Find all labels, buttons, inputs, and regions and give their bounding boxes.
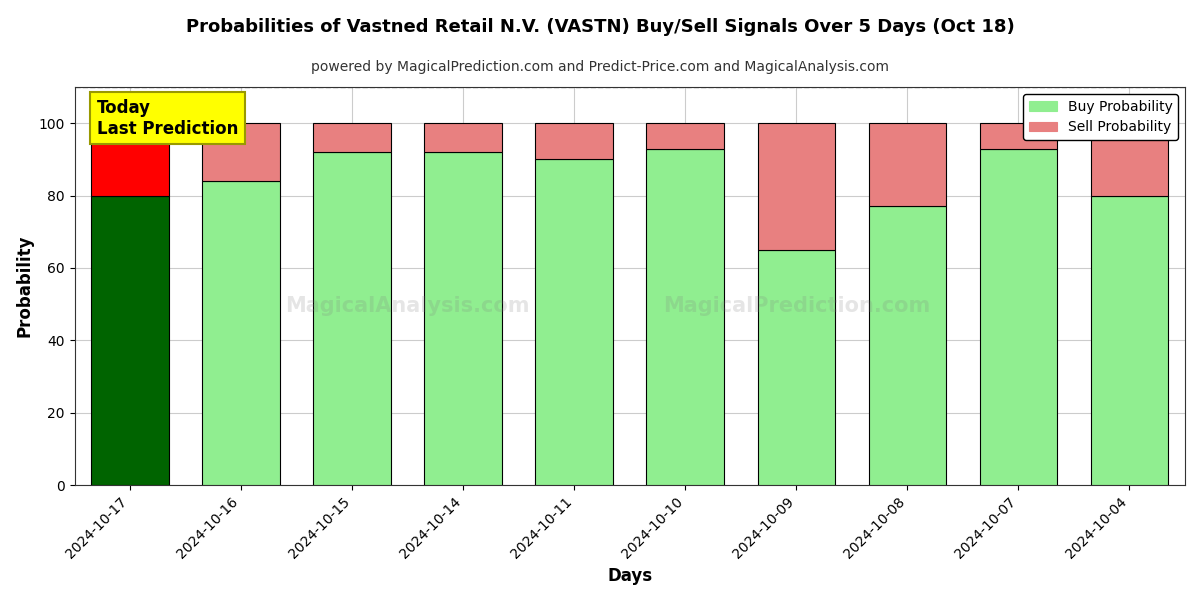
Bar xyxy=(535,160,613,485)
Bar xyxy=(535,123,613,160)
X-axis label: Days: Days xyxy=(607,567,653,585)
Legend: Buy Probability, Sell Probability: Buy Probability, Sell Probability xyxy=(1024,94,1178,140)
Text: MagicalPrediction.com: MagicalPrediction.com xyxy=(662,296,930,316)
Bar xyxy=(757,123,835,250)
Text: Probabilities of Vastned Retail N.V. (VASTN) Buy/Sell Signals Over 5 Days (Oct 1: Probabilities of Vastned Retail N.V. (VA… xyxy=(186,18,1014,36)
Bar xyxy=(647,123,725,149)
Bar xyxy=(203,181,280,485)
Bar xyxy=(869,206,947,485)
Bar xyxy=(869,123,947,206)
Bar xyxy=(203,123,280,181)
Y-axis label: Probability: Probability xyxy=(16,235,34,337)
Text: Today
Last Prediction: Today Last Prediction xyxy=(97,99,239,138)
Bar xyxy=(425,123,502,152)
Bar xyxy=(1091,123,1169,196)
Text: powered by MagicalPrediction.com and Predict-Price.com and MagicalAnalysis.com: powered by MagicalPrediction.com and Pre… xyxy=(311,60,889,74)
Bar xyxy=(313,152,391,485)
Text: MagicalAnalysis.com: MagicalAnalysis.com xyxy=(286,296,530,316)
Bar xyxy=(979,149,1057,485)
Bar xyxy=(91,123,169,196)
Bar xyxy=(1091,196,1169,485)
Bar xyxy=(313,123,391,152)
Bar xyxy=(979,123,1057,149)
Bar xyxy=(425,152,502,485)
Bar xyxy=(91,196,169,485)
Bar xyxy=(647,149,725,485)
Bar xyxy=(757,250,835,485)
